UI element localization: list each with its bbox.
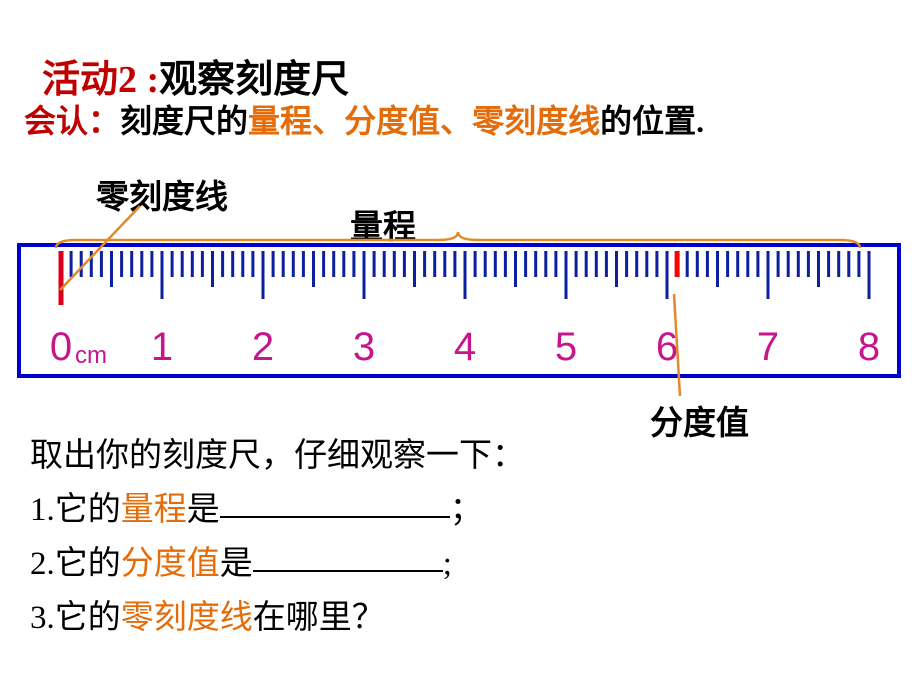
question-2: 2.它的分度值是; — [30, 540, 452, 590]
subtitle-tail: 的位置. — [600, 103, 704, 139]
q1-b: 是 — [187, 492, 220, 528]
slide-title: 活动2 :观察刻度尺 — [42, 48, 349, 103]
title-part1: 活动2 : — [42, 59, 159, 101]
instruction-text: 取出你的刻度尺，仔细观察一下： — [30, 438, 525, 474]
subtitle-p2: 刻度尺的 — [120, 103, 248, 139]
q3-a: 3.它的 — [30, 600, 121, 636]
question-1: 1.它的量程是 ； — [30, 486, 483, 536]
key-zero: 零刻度线 — [472, 103, 600, 139]
q2-b: 是 — [220, 546, 253, 582]
q1-c: ； — [450, 492, 483, 528]
q1-a: 1.它的 — [30, 492, 121, 528]
q2-key: 分度值 — [121, 546, 220, 582]
question-3: 3.它的零刻度线在哪里？ — [30, 594, 385, 644]
q1-blank — [220, 485, 450, 518]
sep2: 、 — [440, 103, 472, 139]
q2-blank — [253, 539, 443, 572]
label-range: 量程 — [350, 200, 416, 248]
subtitle-line: 会认：刻度尺的量程、分度值、零刻度线的位置. — [24, 96, 704, 142]
ruler-numbers: 012345678cm — [17, 324, 901, 374]
sep1: 、 — [312, 103, 344, 139]
label-zero-line: 零刻度线 — [96, 170, 228, 218]
instruction-line: 取出你的刻度尺，仔细观察一下： — [30, 432, 525, 482]
q2-a: 2.它的 — [30, 546, 121, 582]
q3-b: 在哪里？ — [253, 600, 385, 636]
ruler-ticks — [21, 247, 897, 327]
q2-c: ; — [443, 546, 452, 582]
subtitle-pre: 会认： — [24, 103, 120, 139]
label-division: 分度值 — [650, 396, 749, 444]
title-part2: 观察刻度尺 — [159, 59, 349, 101]
q3-key: 零刻度线 — [121, 600, 253, 636]
key-range: 量程 — [248, 103, 312, 139]
key-division: 分度值 — [344, 103, 440, 139]
q1-key: 量程 — [121, 492, 187, 528]
ruler: 012345678cm — [17, 243, 901, 378]
